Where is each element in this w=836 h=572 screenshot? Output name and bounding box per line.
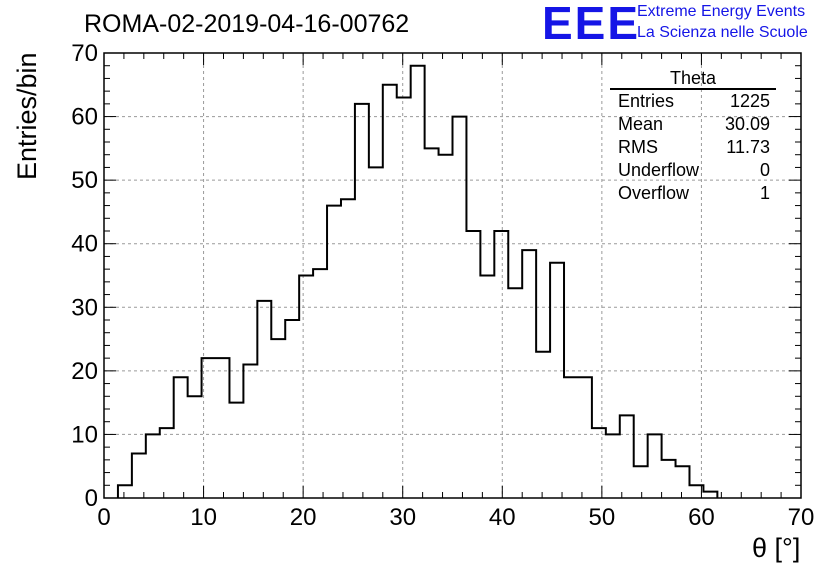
y-tick-label: 10 — [71, 421, 98, 448]
histogram-bin — [634, 466, 648, 498]
histogram-bin — [439, 155, 453, 498]
stats-divider — [610, 88, 776, 90]
histogram-bin — [355, 104, 369, 498]
stats-value: 1225 — [729, 91, 770, 111]
x-tick-label: 40 — [489, 504, 516, 531]
stats-label: Entries — [618, 91, 675, 111]
histogram — [116, 64, 719, 499]
histogram-bin — [229, 403, 243, 498]
run-title: ROMA-02-2019-04-16-00762 — [84, 10, 410, 38]
x-tick-label: 70 — [788, 504, 815, 531]
histogram-bin — [466, 231, 480, 498]
histogram-bin — [369, 167, 383, 498]
histogram-bin — [327, 206, 341, 498]
histogram-bin — [648, 434, 662, 498]
histogram-bin — [494, 231, 508, 498]
histogram-bin — [480, 276, 494, 499]
plot-frame — [103, 52, 802, 499]
stats-row: Overflow 1 — [610, 182, 776, 205]
histogram-bin — [676, 466, 690, 498]
histogram-bin — [592, 428, 606, 498]
stats-label: Underflow — [618, 160, 700, 180]
stats-row: Entries 1225 — [610, 90, 776, 113]
y-axis-title: Entries/bin — [12, 52, 42, 180]
x-tick-label: 30 — [389, 504, 416, 531]
histogram-bin — [299, 276, 313, 499]
histogram-bin — [508, 288, 522, 498]
axes — [103, 52, 802, 499]
eee-logo: EEE — [542, 0, 641, 49]
stats-label: RMS — [618, 137, 658, 157]
histogram-bin — [425, 148, 439, 498]
stats-value: 30.09 — [724, 114, 770, 134]
x-tick-label: 0 — [97, 504, 110, 531]
y-tick-label: 20 — [71, 358, 98, 385]
histogram-bin — [578, 377, 592, 498]
histogram-bin — [160, 428, 174, 498]
x-tick-label: 50 — [589, 504, 616, 531]
histogram-bin — [271, 339, 285, 498]
y-tick-label: 0 — [85, 485, 98, 512]
histogram-bin — [216, 358, 230, 498]
x-axis-title: θ [°] — [752, 533, 801, 563]
histogram-bin — [550, 263, 564, 498]
x-tick-label: 60 — [688, 504, 715, 531]
stats-box: Theta Entries 1225 Mean 30.09 RMS 11.73 … — [610, 68, 776, 205]
histogram-bin — [606, 434, 620, 498]
histogram-bin — [620, 415, 634, 498]
histogram-bin — [536, 352, 550, 498]
y-tick-label: 30 — [71, 294, 98, 321]
stats-title: Theta — [669, 68, 717, 88]
histogram-bin — [188, 396, 202, 498]
stats-label: Mean — [618, 114, 664, 134]
y-tick-label: 50 — [71, 167, 98, 194]
histogram-bin — [397, 98, 411, 499]
histogram-bin — [662, 460, 676, 498]
stats-row: Underflow 0 — [610, 159, 776, 182]
y-tick-label: 40 — [71, 231, 98, 258]
stats-row: Mean 30.09 — [610, 113, 776, 136]
x-tick-label: 10 — [190, 504, 217, 531]
stats-value: 11.73 — [726, 137, 770, 157]
histogram-bin — [257, 301, 271, 498]
histogram-bin — [174, 377, 188, 498]
histogram-bin — [564, 377, 578, 498]
eee-tagline-2: La Scienza nelle Scuole — [637, 24, 808, 41]
y-tick-label: 60 — [71, 104, 98, 131]
histogram-bin — [411, 66, 425, 498]
stats-row: RMS 11.73 — [610, 136, 776, 159]
histogram-bin — [243, 365, 257, 499]
y-tick-label: 70 — [71, 40, 98, 67]
stats-value: 1 — [759, 183, 770, 203]
histogram-bin — [146, 434, 160, 498]
histogram-bin — [285, 320, 299, 498]
histogram-outline — [116, 64, 719, 498]
histogram-bin — [132, 454, 146, 499]
x-tick-label: 20 — [290, 504, 317, 531]
histogram-bin — [522, 250, 536, 498]
eee-tagline-1: Extreme Energy Events — [637, 3, 806, 20]
stats-value: 0 — [759, 160, 770, 180]
stats-label: Overflow — [618, 183, 690, 203]
histogram-bin — [118, 485, 132, 498]
histogram-bin — [313, 269, 327, 498]
histogram-bin — [383, 85, 397, 498]
